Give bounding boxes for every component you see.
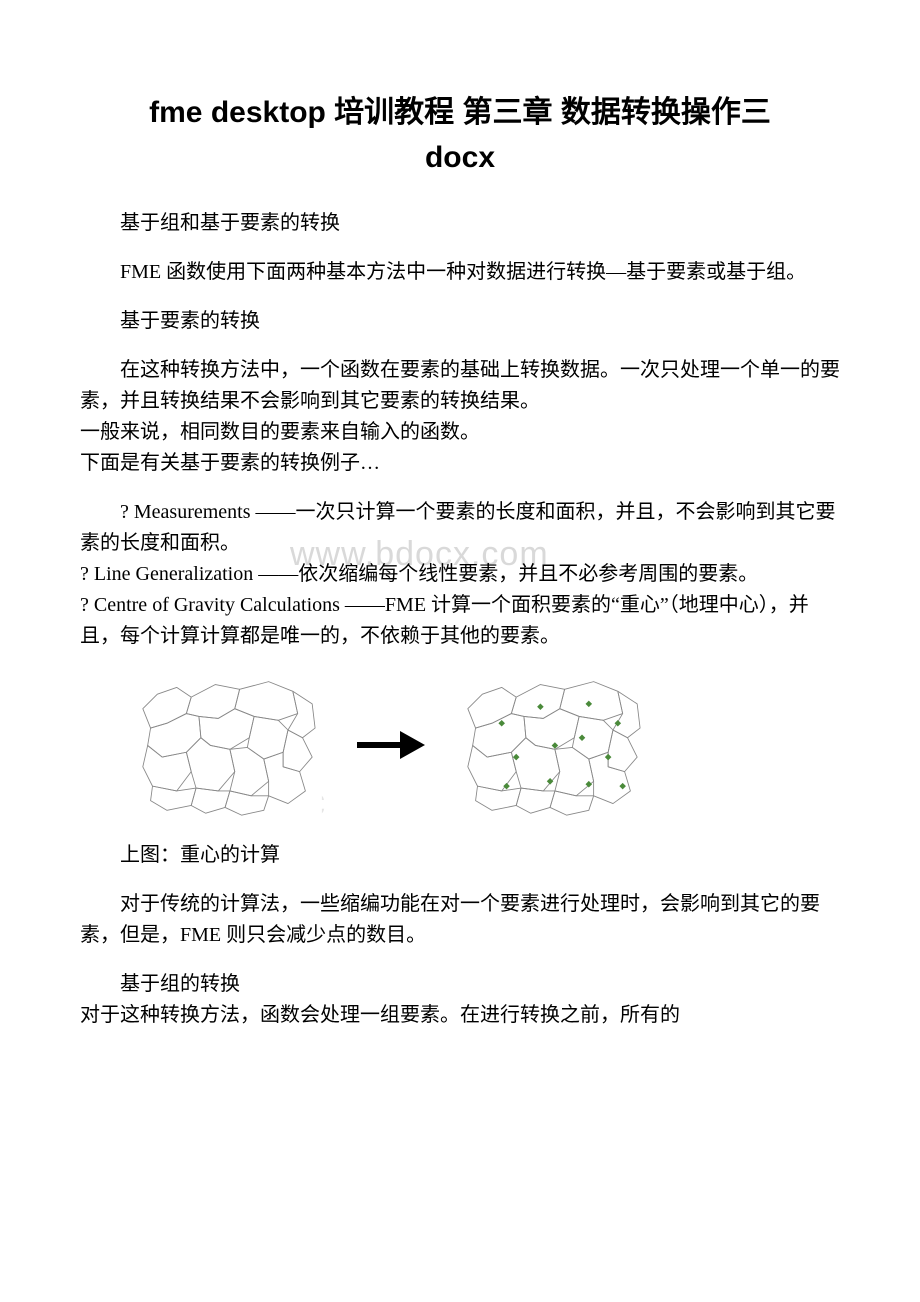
paragraph: 对于传统的计算法，一些缩编功能在对一个要素进行处理时，会影响到其它的要素，但是，… xyxy=(80,889,840,951)
paragraph: FME 函数使用下面两种基本方法中一种对数据进行转换—基于要素或基于组。 xyxy=(80,257,840,288)
paragraph-block: 基于组的转换 对于这种转换方法，函数会处理一组要素。在进行转换之前，所有的 xyxy=(80,969,840,1031)
section-heading-1: 基于组和基于要素的转换 xyxy=(80,208,840,239)
figure-caption: 上图：重心的计算 xyxy=(80,840,840,871)
section-heading-3: 基于组的转换 xyxy=(80,969,840,1000)
bullet-item: ? Line Generalization ——依次缩编每个线性要素，并且不必参… xyxy=(80,559,840,590)
title-line-1: fme desktop 培训教程 第三章 数据转换操作三 xyxy=(149,96,771,129)
document-title: fme desktop 培训教程 第三章 数据转换操作三 docx xyxy=(80,90,840,180)
title-line-2: docx xyxy=(425,141,495,174)
centroid-diagram: x.c xyxy=(80,670,840,820)
paragraph-text: 在这种转换方法中，一个函数在要素的基础上转换数据。一次只处理一个单一的要素，并且… xyxy=(80,355,840,417)
map-before xyxy=(130,670,325,820)
bullet-item: ? Centre of Gravity Calculations ——FME 计… xyxy=(80,590,840,652)
paragraph-block: 在这种转换方法中，一个函数在要素的基础上转换数据。一次只处理一个单一的要素，并且… xyxy=(80,355,840,479)
paragraph-text: 一般来说，相同数目的要素来自输入的函数。 xyxy=(80,417,840,448)
section-heading-2: 基于要素的转换 xyxy=(80,306,840,337)
map-after xyxy=(455,670,650,820)
arrow-icon xyxy=(355,725,425,765)
paragraph-text: 下面是有关基于要素的转换例子… xyxy=(80,448,840,479)
bullet-block: ? Measurements ——一次只计算一个要素的长度和面积，并且，不会影响… xyxy=(80,497,840,652)
paragraph-text: 对于这种转换方法，函数会处理一组要素。在进行转换之前，所有的 xyxy=(80,1000,840,1031)
bullet-item: ? Measurements ——一次只计算一个要素的长度和面积，并且，不会影响… xyxy=(80,497,840,559)
